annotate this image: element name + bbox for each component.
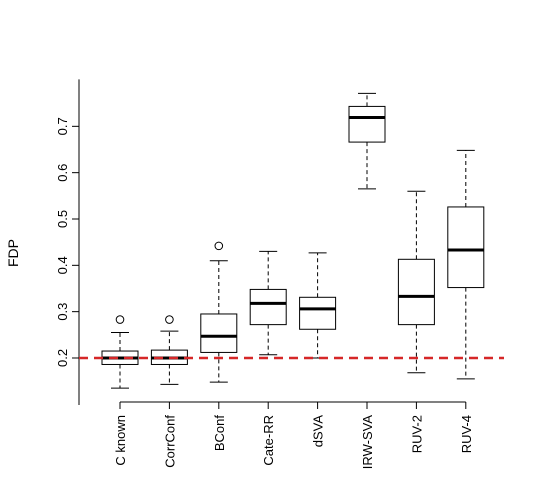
box-5 <box>348 92 386 190</box>
y-tick-label-2: 0.4 <box>55 256 70 274</box>
y-axis-title: FDP <box>5 239 21 267</box>
axes-layer: 0.2 0.3 0.4 0.5 0.6 0.7 C known CorrConf BConf Ca… <box>55 79 474 469</box>
box-body <box>249 288 287 326</box>
box-body <box>447 206 485 289</box>
outlier-point-0 <box>214 241 224 251</box>
box-1 <box>150 315 188 385</box>
box-0 <box>101 315 139 389</box>
x-tick-label-4: dSVA <box>311 415 326 448</box>
x-tick-label-6: RUV-2 <box>409 415 424 453</box>
box-body <box>348 105 386 143</box>
x-tick-label-5: IRW-SVA <box>360 415 375 470</box>
box-6 <box>397 190 435 374</box>
box-2 <box>200 241 238 383</box>
y-tick-label-4: 0.6 <box>55 164 70 182</box>
outlier-point-0 <box>165 315 174 324</box>
box-3 <box>249 250 287 356</box>
box-body <box>397 258 435 326</box>
boxes-layer <box>101 92 485 389</box>
box-4 <box>299 252 337 359</box>
box-7 <box>447 149 485 380</box>
y-tick-label-3: 0.5 <box>55 210 70 228</box>
y-tick-label-1: 0.3 <box>55 303 70 321</box>
x-tick-label-0: C known <box>113 415 128 466</box>
x-tick-label-1: CorrConf <box>162 415 177 468</box>
x-tick-label-3: Cate-RR <box>261 415 276 466</box>
y-tick-label-5: 0.7 <box>55 117 70 135</box>
x-tick-label-7: RUV-4 <box>459 415 474 453</box>
box-body <box>200 313 238 353</box>
y-tick-label-0: 0.2 <box>55 349 70 367</box>
outlier-point-0 <box>115 315 125 324</box>
x-tick-label-2: BConf <box>212 415 227 452</box>
box-body <box>299 296 337 330</box>
